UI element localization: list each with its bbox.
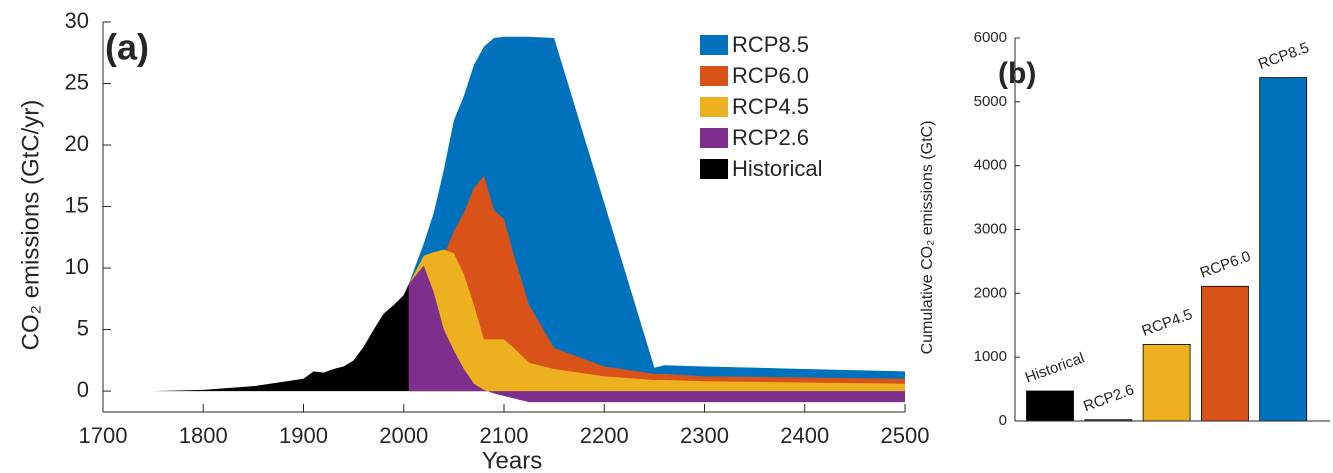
bar-label: RCP8.5 — [1256, 39, 1311, 73]
area — [408, 175, 905, 392]
y-tick-label: 5000 — [974, 93, 1007, 110]
y-tick-label: 15 — [65, 192, 89, 217]
bar — [1201, 285, 1249, 422]
legend-swatch — [700, 35, 728, 55]
y-tick-label: 30 — [65, 8, 89, 33]
x-tick-label: 2500 — [881, 423, 930, 448]
y-tick-label: 1000 — [974, 348, 1007, 365]
legend-label: RCP6.0 — [732, 63, 809, 88]
y-tick-label: 0 — [999, 412, 1007, 429]
y-tick-label: 2000 — [974, 284, 1007, 301]
y-tick-label: 10 — [65, 254, 89, 279]
panel-label: (b) — [998, 57, 1036, 90]
legend-label: Historical — [732, 156, 822, 181]
area — [408, 265, 905, 403]
bar-label: Historical — [1023, 349, 1087, 386]
x-tick-label: 1700 — [79, 423, 128, 448]
x-tick-label: 2100 — [480, 423, 529, 448]
area — [153, 284, 409, 392]
y-tick-label: 20 — [65, 131, 89, 156]
y-tick-label: 0 — [77, 377, 89, 402]
legend-swatch — [700, 159, 728, 179]
area — [408, 36, 905, 392]
bar-label: RCP4.5 — [1140, 306, 1195, 340]
x-axis-label: Years — [482, 447, 543, 473]
bar — [1026, 390, 1074, 422]
legend-label: RCP2.6 — [732, 125, 809, 150]
legend-label: RCP4.5 — [732, 94, 809, 119]
y-tick-label: 6000 — [974, 29, 1007, 46]
x-tick-label: 1900 — [279, 423, 328, 448]
bar-label: RCP6.0 — [1198, 248, 1253, 282]
bar-label: RCP2.6 — [1081, 381, 1136, 415]
y-tick-label: 5 — [77, 315, 89, 340]
panel-label: (a) — [105, 27, 149, 68]
bar — [1142, 343, 1191, 422]
y-tick-label: 25 — [65, 69, 89, 94]
legend-swatch — [700, 66, 728, 86]
legend-swatch — [700, 97, 728, 117]
y-tick-label: 3000 — [974, 220, 1007, 237]
x-tick-label: 1800 — [179, 423, 228, 448]
y-axis-label: Cumulative CO₂ emissions (GtC) — [919, 121, 936, 355]
legend-swatch — [700, 128, 728, 148]
x-tick-label: 2300 — [680, 423, 729, 448]
y-tick-label: 4000 — [974, 157, 1007, 174]
y-axis-label: CO₂ emissions (GtC/yr) — [17, 100, 44, 351]
x-tick-label: 2400 — [780, 423, 829, 448]
x-tick-label: 2200 — [580, 423, 629, 448]
bar — [1259, 77, 1308, 422]
x-tick-label: 2000 — [379, 423, 428, 448]
legend-label: RCP8.5 — [732, 32, 809, 57]
